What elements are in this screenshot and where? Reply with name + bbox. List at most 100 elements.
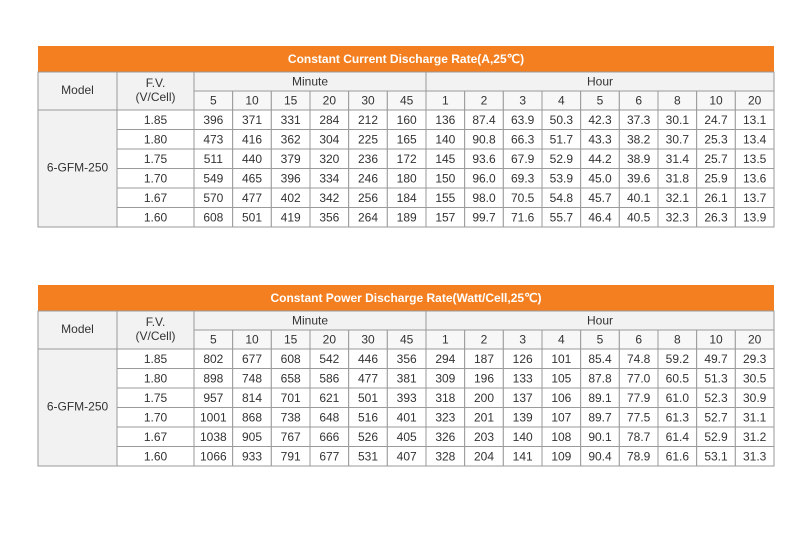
fv-value: 1.85 bbox=[144, 113, 168, 127]
rate-value: 99.7 bbox=[472, 210, 496, 224]
rate-value: 542 bbox=[319, 352, 339, 366]
rate-value: 59.2 bbox=[666, 352, 690, 366]
rate-value: 184 bbox=[397, 191, 417, 205]
rate-value: 196 bbox=[474, 371, 494, 385]
cell bbox=[116, 310, 195, 350]
rate-value: 52.9 bbox=[704, 430, 728, 444]
column-header: 8 bbox=[674, 94, 681, 108]
rate-value: 225 bbox=[358, 132, 378, 146]
rate-value: 141 bbox=[513, 449, 533, 463]
rate-value: 70.5 bbox=[511, 191, 535, 205]
rate-value: 155 bbox=[435, 191, 455, 205]
column-header: 5 bbox=[597, 333, 604, 347]
column-header: 10 bbox=[245, 333, 259, 347]
column-header: 30 bbox=[361, 94, 375, 108]
rate-value: 419 bbox=[281, 210, 301, 224]
rate-value: 139 bbox=[513, 410, 533, 424]
rate-value: 477 bbox=[358, 371, 378, 385]
fv-value: 1.67 bbox=[144, 430, 168, 444]
rate-value: 165 bbox=[397, 132, 417, 146]
rate-value: 31.3 bbox=[743, 449, 767, 463]
column-header: 15 bbox=[284, 333, 298, 347]
header-fv: F.V. bbox=[146, 315, 166, 329]
cell bbox=[734, 446, 775, 467]
rate-value: 172 bbox=[397, 152, 417, 166]
rate-value: 43.3 bbox=[588, 132, 612, 146]
rate-value: 90.8 bbox=[472, 132, 496, 146]
fv-value: 1.70 bbox=[144, 410, 168, 424]
rate-value: 77.9 bbox=[627, 391, 651, 405]
rate-value: 61.6 bbox=[666, 449, 690, 463]
rate-value: 30.1 bbox=[666, 113, 690, 127]
rate-value: 323 bbox=[435, 410, 455, 424]
rate-value: 105 bbox=[551, 371, 571, 385]
rate-value: 54.8 bbox=[550, 191, 574, 205]
rate-value: 13.9 bbox=[743, 210, 767, 224]
column-header: 3 bbox=[519, 333, 526, 347]
column-header: 45 bbox=[400, 333, 414, 347]
rate-value: 63.9 bbox=[511, 113, 535, 127]
rate-value: 511 bbox=[204, 152, 223, 166]
rate-value: 416 bbox=[242, 132, 262, 146]
column-header: 20 bbox=[323, 94, 337, 108]
column-header: 6 bbox=[635, 94, 642, 108]
rate-value: 52.9 bbox=[550, 152, 574, 166]
rate-value: 109 bbox=[551, 449, 571, 463]
rate-value: 284 bbox=[319, 113, 339, 127]
rate-value: 396 bbox=[281, 171, 301, 185]
rate-value: 465 bbox=[242, 171, 262, 185]
header-fv: (V/Cell) bbox=[135, 90, 175, 104]
rate-value: 203 bbox=[474, 430, 494, 444]
rate-value: 45.0 bbox=[588, 171, 612, 185]
rate-value: 25.3 bbox=[704, 132, 728, 146]
header-hour: Hour bbox=[587, 314, 613, 328]
rate-value: 140 bbox=[513, 430, 533, 444]
column-header: 5 bbox=[210, 333, 217, 347]
column-header: 30 bbox=[361, 333, 375, 347]
column-header: 2 bbox=[481, 333, 488, 347]
rate-value: 46.4 bbox=[588, 210, 612, 224]
rate-value: 393 bbox=[397, 391, 417, 405]
rate-value: 13.7 bbox=[743, 191, 767, 205]
column-header: 10 bbox=[709, 333, 723, 347]
rate-value: 42.3 bbox=[588, 113, 612, 127]
rate-value: 98.0 bbox=[472, 191, 496, 205]
rate-value: 55.7 bbox=[550, 210, 574, 224]
rate-value: 328 bbox=[435, 449, 455, 463]
rate-value: 51.3 bbox=[704, 371, 728, 385]
rate-value: 200 bbox=[474, 391, 494, 405]
rate-value: 405 bbox=[397, 430, 417, 444]
rate-value: 621 bbox=[319, 391, 339, 405]
rate-value: 74.8 bbox=[627, 352, 651, 366]
rate-value: 32.1 bbox=[666, 191, 690, 205]
rate-value: 52.7 bbox=[704, 410, 728, 424]
rate-value: 549 bbox=[203, 171, 223, 185]
rate-value: 309 bbox=[435, 371, 455, 385]
rate-value: 477 bbox=[242, 191, 262, 205]
rate-value: 608 bbox=[203, 210, 223, 224]
rate-value: 501 bbox=[242, 210, 262, 224]
rate-value: 40.5 bbox=[627, 210, 651, 224]
rate-value: 31.1 bbox=[743, 410, 767, 424]
rate-value: 90.4 bbox=[588, 449, 612, 463]
rate-value: 140 bbox=[435, 132, 455, 146]
rate-value: 201 bbox=[474, 410, 494, 424]
column-header: 4 bbox=[558, 333, 565, 347]
rate-value: 24.7 bbox=[704, 113, 728, 127]
table-title: Constant Current Discharge Rate(A,25℃) bbox=[288, 52, 524, 66]
rate-value: 60.5 bbox=[666, 371, 690, 385]
header-model: Model bbox=[61, 322, 94, 336]
rate-value: 814 bbox=[242, 391, 262, 405]
rate-value: 77.0 bbox=[627, 371, 651, 385]
rate-value: 1001 bbox=[200, 410, 227, 424]
column-header: 4 bbox=[558, 94, 565, 108]
column-header: 3 bbox=[519, 94, 526, 108]
rate-value: 1066 bbox=[200, 449, 227, 463]
cell bbox=[734, 207, 775, 228]
rate-value: 402 bbox=[281, 191, 301, 205]
column-header: 15 bbox=[284, 94, 298, 108]
rate-value: 106 bbox=[551, 391, 571, 405]
rate-value: 1038 bbox=[200, 430, 227, 444]
rate-value: 61.3 bbox=[666, 410, 690, 424]
